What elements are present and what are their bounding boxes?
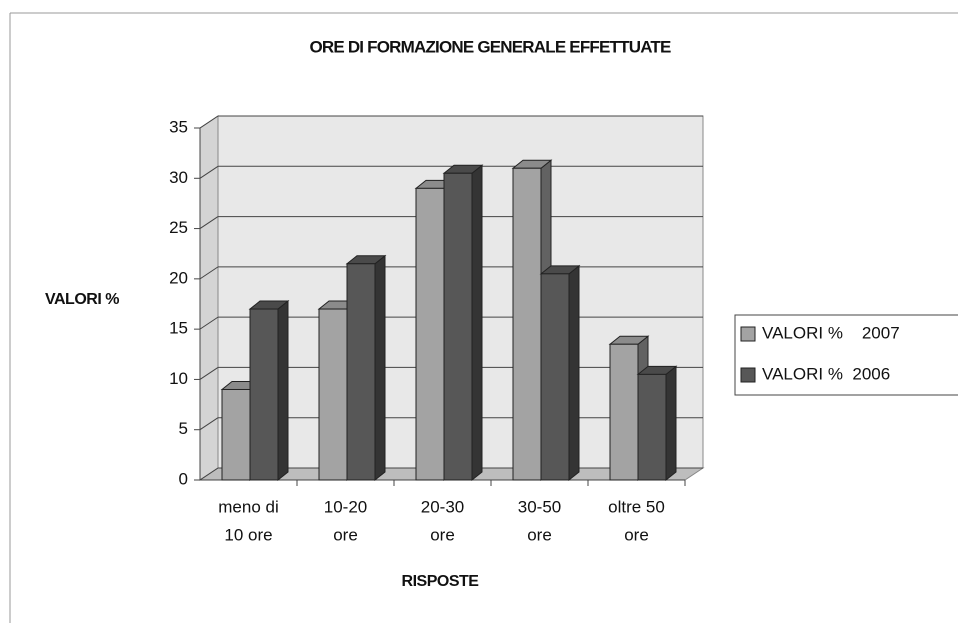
grid-line-side xyxy=(199,165,219,179)
y-axis-label: VALORI % xyxy=(45,291,119,308)
legend-label: VALORI % 2007 xyxy=(762,323,900,342)
bar-side xyxy=(665,365,677,482)
grid-line-side xyxy=(199,367,219,380)
bar-side xyxy=(374,254,386,482)
x-axis-label: RISPOSTE xyxy=(402,573,480,590)
legend-label: VALORI % 2006 xyxy=(762,364,890,383)
x-tick-label: 10-20 xyxy=(324,497,367,516)
bar xyxy=(346,263,376,481)
x-tick-label: ore xyxy=(527,525,552,544)
bar-side xyxy=(568,264,580,482)
x-tick-label: meno di xyxy=(218,497,278,516)
bar xyxy=(443,172,473,481)
legend-swatch xyxy=(740,367,756,383)
y-tick-label: 5 xyxy=(179,419,188,438)
grid-line-side xyxy=(199,316,219,330)
y-tick-label: 15 xyxy=(169,319,188,338)
grid-line-side xyxy=(199,417,219,431)
bar xyxy=(512,167,542,481)
grid-line-side xyxy=(199,216,219,229)
bar xyxy=(249,308,279,481)
bar xyxy=(221,388,251,481)
y-tick-label: 25 xyxy=(169,218,188,237)
grid-line-side xyxy=(199,266,219,280)
bar-side xyxy=(471,164,483,482)
y-tick-label: 20 xyxy=(169,268,188,287)
y-tick-label: 10 xyxy=(169,369,188,388)
y-tick-label: 35 xyxy=(169,117,188,136)
side-wall xyxy=(199,115,219,481)
x-tick-label: 30-50 xyxy=(518,497,561,516)
y-tick-label: 30 xyxy=(169,168,188,187)
bar xyxy=(318,308,348,481)
chart-title: ORE DI FORMAZIONE GENERALE EFFETTUATE xyxy=(309,37,671,56)
bar xyxy=(637,373,667,481)
bar xyxy=(415,187,445,481)
legend-box xyxy=(734,314,958,396)
bar xyxy=(540,273,570,481)
y-tick-label: 0 xyxy=(179,469,188,488)
bar xyxy=(609,343,639,481)
grid-line-side xyxy=(199,467,219,481)
x-tick-label: 20-30 xyxy=(421,497,464,516)
x-tick-label: ore xyxy=(430,525,455,544)
grid-line-side xyxy=(199,115,219,129)
x-tick-label: 10 ore xyxy=(224,525,272,544)
x-tick-label: ore xyxy=(333,525,358,544)
x-tick-label: oltre 50 xyxy=(608,497,665,516)
bar-side xyxy=(277,299,289,482)
x-tick-label: ore xyxy=(624,525,649,544)
legend-swatch xyxy=(740,326,756,342)
